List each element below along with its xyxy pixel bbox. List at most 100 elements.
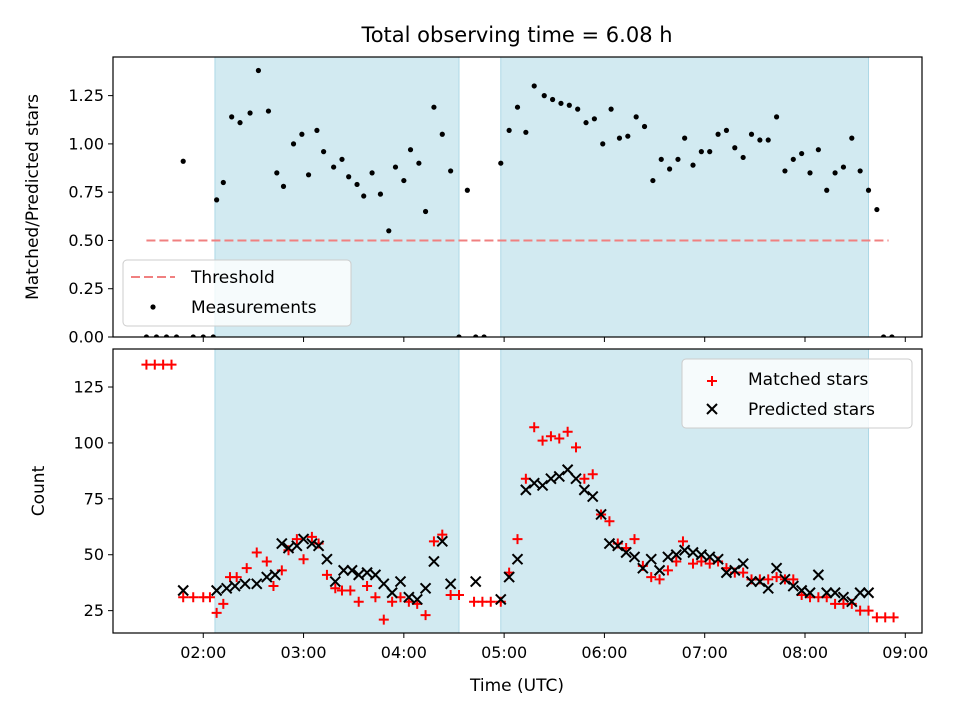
measurement-point — [641, 123, 648, 130]
measurement-point — [290, 141, 297, 147]
predicted-star-point — [346, 564, 358, 577]
measurement-point — [514, 104, 521, 110]
y-axis-label: Count — [29, 465, 49, 516]
measurement-point — [431, 104, 437, 110]
predicted-star-point — [210, 584, 223, 597]
x-tick-label: 02:00 — [180, 643, 226, 662]
matched-star-point — [336, 585, 347, 596]
x-tick-label: 09:00 — [882, 643, 928, 662]
measurement-point — [265, 108, 272, 114]
y-axis-label: Matched/Predicted stars — [23, 94, 43, 300]
matched-star-point — [477, 596, 488, 607]
matched-star-point — [241, 563, 252, 574]
matched-star-point — [788, 574, 799, 585]
y-tick-label: 100 — [73, 433, 104, 452]
measurement-point — [799, 150, 805, 157]
predicted-star-point — [720, 566, 733, 579]
axes-frame — [112, 56, 923, 338]
legend-predicted-swatch — [706, 403, 718, 415]
predicted-star-point — [229, 580, 241, 592]
matched-star-point — [188, 592, 199, 603]
measurement-point — [377, 191, 384, 197]
y-tick-label: 75 — [84, 489, 104, 508]
predicted-star-point — [545, 472, 557, 485]
y-tick-label: 0.75 — [68, 183, 104, 202]
predicted-star-point — [762, 582, 774, 594]
measurement-point — [824, 187, 830, 193]
legend-matched-label: Matched stars — [748, 370, 868, 390]
predicted-star-point — [321, 553, 333, 565]
x-tick-label: 08:00 — [782, 643, 828, 662]
matched-star-point — [880, 612, 891, 623]
predicted-star-point — [177, 584, 189, 597]
matched-star-point — [178, 592, 189, 603]
predicted-star-point — [251, 578, 263, 590]
matched-star-point — [771, 572, 782, 583]
matched-star-point — [738, 567, 749, 578]
predicted-star-point — [570, 472, 582, 485]
predicted-star-point — [653, 564, 666, 577]
y-tick-label: 50 — [84, 545, 104, 564]
measurement-point — [305, 172, 312, 178]
measurement-point — [633, 114, 639, 120]
matched-star-point — [345, 585, 356, 596]
legend-predicted-label: Predicted stars — [748, 400, 875, 420]
measurement-point — [723, 127, 730, 133]
predicted-star-point — [419, 582, 432, 594]
measurement-point — [566, 102, 572, 108]
matched-star-point — [306, 531, 317, 542]
predicted-star-point — [695, 549, 708, 561]
matched-star-point — [420, 610, 431, 621]
measurement-point — [832, 170, 838, 176]
matched-star-point — [587, 469, 598, 480]
y-tick-label: 1.00 — [68, 134, 104, 153]
predicted-star-point — [353, 569, 365, 581]
matched-star-point — [863, 605, 874, 616]
measurement-point — [299, 131, 305, 137]
legend-box — [122, 259, 352, 327]
predicted-star-point — [779, 573, 791, 586]
predicted-star-point — [687, 546, 699, 559]
predicted-star-point — [754, 575, 766, 588]
matched-star-point — [158, 359, 169, 370]
matched-star-point — [554, 433, 565, 444]
measurement-point — [190, 334, 196, 337]
bottom-panel: 25 50 75 100 125 02:00 03:00 04:00 05:00 06:00 07:… — [29, 348, 928, 662]
measurement-point — [807, 170, 813, 176]
matched-star-point — [512, 534, 523, 545]
matched-star-point — [251, 547, 262, 558]
measurement-point — [506, 127, 512, 133]
x-tick-label: 07:00 — [682, 643, 728, 662]
y-tick-label: 25 — [84, 601, 104, 620]
y-tick-label: 1.25 — [68, 86, 104, 105]
predicted-star-point — [637, 562, 649, 574]
measurement-point — [857, 168, 863, 174]
measurement-point — [481, 334, 487, 337]
measurement-point — [392, 164, 399, 170]
matched-star-point — [370, 592, 381, 603]
predicted-star-point — [745, 575, 758, 588]
predicted-star-point — [220, 582, 233, 594]
predicted-star-point — [837, 591, 850, 603]
predicted-star-point — [645, 553, 657, 565]
measurement-point — [865, 187, 872, 193]
predicted-star-point — [595, 508, 607, 521]
measurement-point — [707, 149, 713, 155]
matched-star-point — [387, 596, 398, 607]
x-tick-label: 06:00 — [581, 643, 627, 662]
predicted-star-point — [862, 587, 875, 599]
measurement-point — [422, 208, 429, 215]
predicted-star-point — [312, 540, 325, 552]
x-tick-label: 04:00 — [381, 643, 427, 662]
x-tick-label: 03:00 — [280, 643, 326, 662]
predicted-star-point — [386, 587, 398, 599]
measurement-point — [650, 177, 656, 184]
measurement-point — [748, 131, 755, 137]
measurement-point — [690, 162, 696, 168]
matched-star-point — [529, 422, 540, 433]
measurement-point — [386, 228, 392, 234]
matched-star-point — [362, 581, 373, 592]
measurement-point — [608, 106, 614, 112]
predicted-star-point — [378, 578, 390, 590]
matched-star-point — [291, 534, 302, 545]
